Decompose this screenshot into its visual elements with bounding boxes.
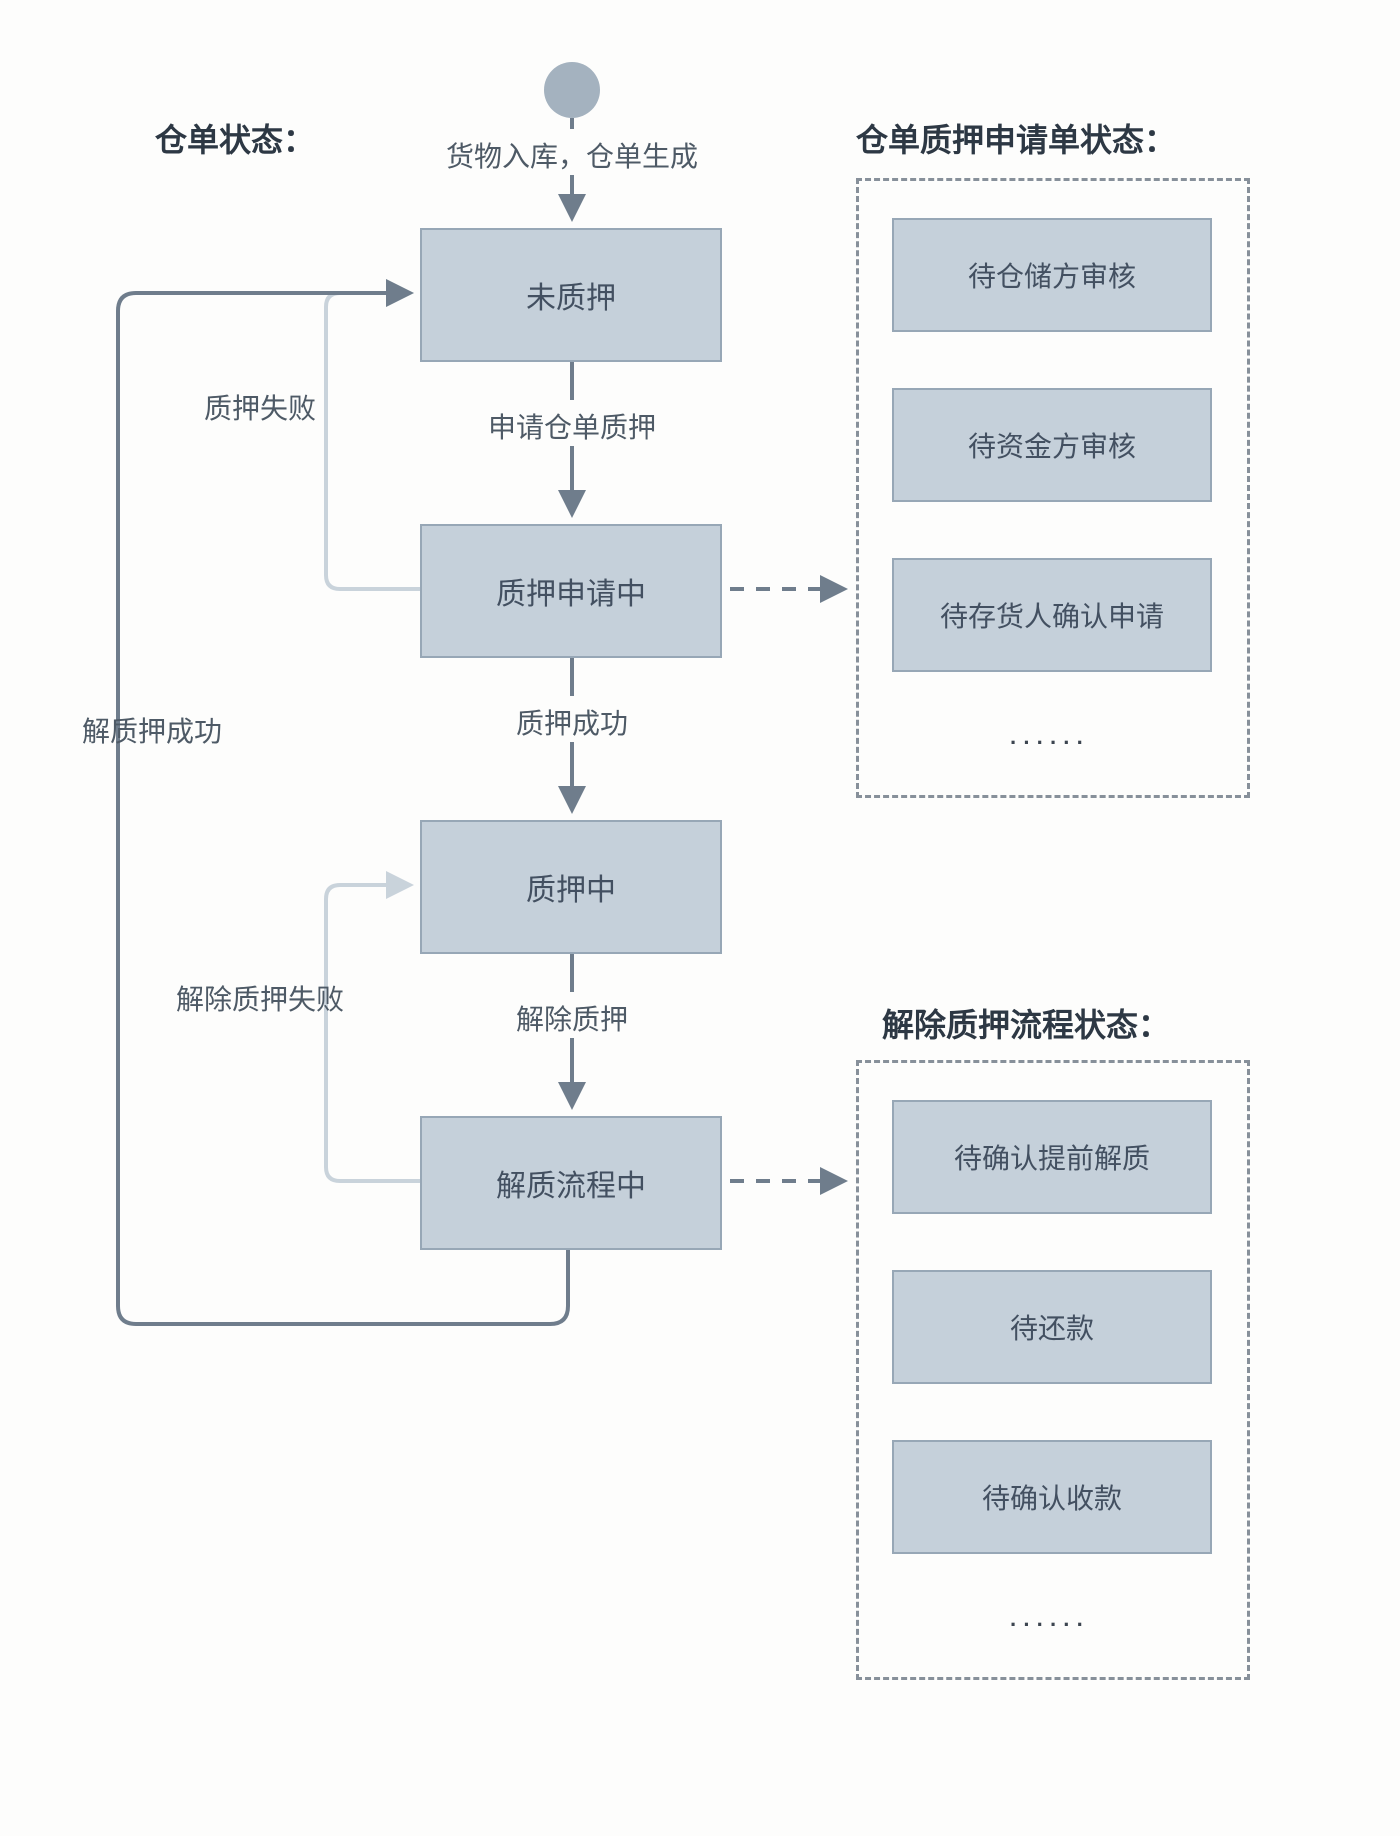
side-node: 待还款 — [892, 1270, 1212, 1384]
heading-right2: 解除质押流程状态： — [882, 1000, 1170, 1046]
state-n2: 质押申请中 — [420, 524, 722, 658]
label-l_apply: 申请仓单质押 — [484, 406, 660, 446]
state-n3: 质押中 — [420, 820, 722, 954]
heading-right1: 仓单质押申请单状态： — [856, 115, 1176, 161]
label-l_release: 解除质押 — [512, 998, 632, 1038]
label-l_fail1: 质押失败 — [200, 387, 320, 427]
side-node: 待确认提前解质 — [892, 1100, 1212, 1214]
state-n4: 解质流程中 — [420, 1116, 722, 1250]
ellipsis: ······ — [1010, 730, 1090, 756]
label-l_start: 货物入库，仓单生成 — [442, 135, 702, 175]
heading-left: 仓单状态： — [155, 115, 315, 161]
ellipsis: ······ — [1010, 1612, 1090, 1638]
diagram-stage: 仓单状态： 仓单质押申请单状态： 解除质押流程状态： 未质押质押申请中质押中解质流程中… — [0, 0, 1400, 1836]
side-node: 待资金方审核 — [892, 388, 1212, 502]
side-node: 待仓储方审核 — [892, 218, 1212, 332]
state-n1: 未质押 — [420, 228, 722, 362]
label-l_fail2: 解除质押失败 — [172, 978, 348, 1018]
label-l_ok: 质押成功 — [512, 702, 632, 742]
side-node: 待存货人确认申请 — [892, 558, 1212, 672]
side-node: 待确认收款 — [892, 1440, 1212, 1554]
label-l_unlock: 解质押成功 — [78, 710, 226, 750]
